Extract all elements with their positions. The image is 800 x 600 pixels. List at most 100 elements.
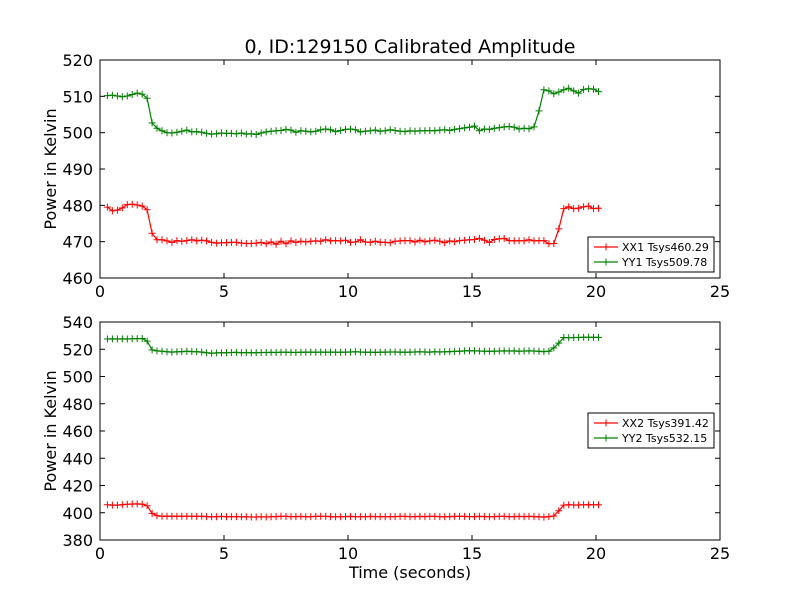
data-point <box>168 238 176 246</box>
series-line-1 <box>107 203 599 245</box>
legend-label: XX1 Tsys460.29 <box>622 241 709 254</box>
y-tick-label: 520 <box>62 340 93 359</box>
y-tick-label: 480 <box>62 196 93 215</box>
data-point <box>108 207 116 215</box>
data-point <box>118 204 126 212</box>
data-point <box>406 237 414 245</box>
data-point <box>113 92 121 100</box>
data-point <box>466 123 473 131</box>
data-point <box>247 130 255 138</box>
series-line-1 <box>107 503 599 518</box>
data-point <box>565 84 573 92</box>
data-point <box>356 128 364 136</box>
data-point <box>545 87 553 95</box>
data-point <box>198 348 206 356</box>
data-point <box>431 236 439 244</box>
data-point <box>173 237 181 245</box>
data-point <box>168 129 176 137</box>
x-axis-label: Time (seconds) <box>348 563 471 582</box>
x-tick-label: 5 <box>219 282 229 301</box>
data-point <box>495 124 503 132</box>
legend-label: YY2 Tsys532.15 <box>621 432 707 445</box>
data-point <box>143 206 151 214</box>
legend-label: XX2 Tsys391.42 <box>622 417 709 430</box>
bottom-plot: 0 5 10 15 20 25 380 400 420 440 460 480 500 520 540 Pow… <box>41 313 730 563</box>
x-tick-label: 5 <box>219 544 229 563</box>
data-point <box>307 128 315 136</box>
data-point <box>282 125 290 133</box>
legend-box <box>587 412 715 449</box>
data-point <box>252 131 260 138</box>
x-tick-label: 15 <box>462 282 482 301</box>
data-point <box>595 501 602 509</box>
data-point <box>292 128 300 136</box>
data-point <box>391 127 399 134</box>
data-point <box>277 237 285 245</box>
data-point <box>471 236 478 243</box>
series-line-2 <box>107 87 599 136</box>
data-point <box>436 237 444 245</box>
data-point <box>138 202 146 210</box>
legend: XX1 Tsys460.29 YY1 Tsys509.78 <box>587 236 715 273</box>
data-point <box>153 124 161 132</box>
y-axis-label: Power in Kelvin <box>41 108 60 229</box>
data-point <box>485 125 493 133</box>
data-point <box>143 94 151 102</box>
legend-marker <box>602 419 610 427</box>
data-point <box>287 126 295 134</box>
legend-label: YY1 Tsys509.78 <box>621 256 707 269</box>
data-point <box>446 237 454 245</box>
data-point <box>198 128 206 136</box>
data-point <box>282 240 290 248</box>
x-tick-label: 10 <box>338 544 358 563</box>
data-point <box>208 238 216 246</box>
data-point <box>148 119 156 127</box>
legend-marker <box>602 434 610 442</box>
data-point <box>183 237 191 245</box>
data-point <box>332 128 340 136</box>
data-point <box>148 509 156 517</box>
data-point <box>118 93 126 101</box>
data-point <box>337 127 345 134</box>
data-point <box>560 86 568 94</box>
x-tick-label: 0 <box>95 282 105 301</box>
data-point <box>451 125 459 133</box>
data-point <box>138 90 146 98</box>
data-point <box>138 335 146 342</box>
data-point <box>123 92 131 100</box>
data-point <box>500 234 508 242</box>
data-point <box>475 234 483 242</box>
y-tick-label: 400 <box>62 504 93 523</box>
data-point <box>103 203 111 211</box>
data-point <box>535 107 543 115</box>
x-tick-label: 0 <box>95 544 105 563</box>
data-point <box>580 203 588 211</box>
data-point <box>471 122 478 130</box>
data-point <box>347 125 354 133</box>
data-point <box>178 127 186 135</box>
data-point <box>356 236 364 244</box>
y-tick-label: 440 <box>62 449 93 468</box>
data-point <box>292 238 300 246</box>
data-point <box>510 123 518 131</box>
data-point <box>366 127 374 135</box>
data-point <box>302 238 310 246</box>
y-tick-label: 480 <box>62 395 93 414</box>
data-point <box>128 200 136 208</box>
data-point <box>555 225 563 233</box>
data-point <box>550 240 558 247</box>
data-point <box>312 127 320 135</box>
x-tick-label: 10 <box>338 282 358 301</box>
data-point <box>490 124 498 132</box>
data-point <box>381 127 389 135</box>
x-tick-label: 15 <box>462 544 482 563</box>
data-point <box>262 128 270 136</box>
data-point <box>183 126 191 134</box>
data-point <box>143 337 151 345</box>
data-point <box>351 126 359 134</box>
data-point <box>540 86 548 94</box>
y-tick-label: 420 <box>62 477 93 496</box>
data-point <box>560 205 568 213</box>
data-point <box>262 240 270 248</box>
